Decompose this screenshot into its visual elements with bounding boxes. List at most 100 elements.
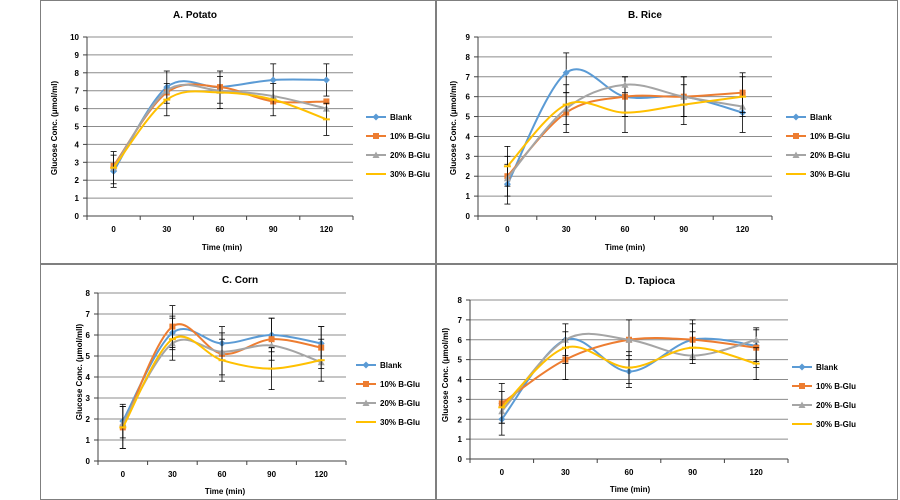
data-point: [621, 81, 629, 88]
data-point: [625, 336, 633, 343]
y-axis-label: Glucose Conc. (μmol/ml): [50, 81, 59, 176]
x-axis-label: Time (min): [202, 243, 243, 252]
y-tick-label: 0: [466, 212, 471, 221]
y-tick-label: 2: [466, 172, 471, 181]
y-tick-label: 3: [458, 395, 463, 404]
chart-panel-3: 0 1 2 3 4 5 6 7 8 0 30 60 90 120 D. Tapioca Time (min) G…: [436, 264, 898, 500]
x-tick-label: 90: [688, 468, 697, 477]
legend-label: Blank: [380, 361, 402, 370]
legend-label: 30% B-Glu: [810, 170, 850, 179]
x-tick-label: 0: [500, 468, 505, 477]
y-axis-label: Glucose Conc. (μmol/ml): [441, 328, 450, 423]
y-tick-label: 7: [458, 316, 463, 325]
y-tick-label: 5: [75, 123, 80, 132]
y-tick-label: 5: [86, 352, 91, 361]
y-tick-label: 4: [86, 373, 91, 382]
x-tick-label: 0: [121, 470, 126, 479]
y-tick-label: 3: [466, 152, 471, 161]
legend-marker: [363, 381, 369, 387]
y-tick-label: 0: [458, 455, 463, 464]
y-tick-label: 3: [86, 394, 91, 403]
x-tick-label: 30: [562, 225, 571, 234]
y-tick-label: 1: [458, 435, 463, 444]
legend-marker: [798, 363, 806, 371]
x-tick-label: 60: [218, 470, 227, 479]
legend: Blank 10% B-Glu 20% B-Glu 30% B-Glu: [792, 363, 856, 429]
x-tick-label: 120: [315, 470, 329, 479]
y-tick-label: 9: [75, 51, 80, 60]
legend: Blank 10% B-Glu 20% B-Glu 30% B-Glu: [366, 113, 430, 179]
data-point: [268, 336, 275, 343]
y-tick-label: 7: [86, 310, 91, 319]
legend-label: 20% B-Glu: [810, 151, 850, 160]
series-3: [110, 75, 330, 185]
legend-label: 20% B-Glu: [816, 401, 856, 410]
y-tick-label: 8: [86, 289, 91, 298]
y-tick-label: 2: [75, 176, 80, 185]
y-tick-label: 7: [75, 87, 80, 96]
y-tick-label: 1: [466, 192, 471, 201]
x-tick-label: 120: [320, 225, 334, 234]
x-tick-label: 90: [679, 225, 688, 234]
y-tick-label: 6: [466, 93, 471, 102]
legend-marker: [792, 151, 800, 158]
x-tick-label: 0: [111, 225, 116, 234]
x-tick-label: 30: [168, 470, 177, 479]
data-point: [323, 98, 330, 105]
legend-label: Blank: [810, 113, 832, 122]
legend-label: 30% B-Glu: [816, 420, 856, 429]
y-tick-label: 6: [75, 105, 80, 114]
x-axis-label: Time (min): [610, 485, 651, 494]
data-point: [268, 342, 276, 349]
y-tick-label: 5: [466, 113, 471, 122]
x-tick-label: 120: [736, 225, 750, 234]
y-tick-label: 6: [86, 331, 91, 340]
y-tick-label: 8: [75, 69, 80, 78]
legend-marker: [792, 113, 800, 121]
y-tick-label: 0: [86, 457, 91, 466]
x-tick-label: 60: [216, 225, 225, 234]
y-tick-label: 4: [466, 132, 471, 141]
legend-marker: [372, 113, 380, 121]
data-point: [562, 69, 570, 77]
x-tick-label: 90: [269, 225, 278, 234]
legend-marker: [362, 361, 370, 369]
y-tick-label: 1: [75, 194, 80, 203]
legend-marker: [799, 383, 805, 389]
legend-label: 20% B-Glu: [390, 151, 430, 160]
legend-marker: [798, 401, 806, 408]
panel-frame: [436, 0, 898, 264]
series-3: [119, 317, 325, 449]
series-line: [506, 83, 743, 179]
series-line: [121, 335, 322, 428]
y-tick-label: 8: [466, 53, 471, 62]
panel-frame: [436, 264, 898, 500]
series-3: [503, 76, 747, 187]
data-point: [322, 76, 330, 84]
x-tick-label: 60: [625, 468, 634, 477]
x-tick-label: 30: [561, 468, 570, 477]
chart-title: D. Tapioca: [625, 276, 675, 287]
panel-frame: [40, 0, 436, 264]
y-tick-label: 4: [458, 376, 463, 385]
y-tick-label: 8: [458, 296, 463, 305]
chart-panel-2: 0 1 2 3 4 5 6 7 8 0 30 60 90 120 C. Corn Time (min) Gluc…: [40, 264, 436, 500]
legend-label: 20% B-Glu: [380, 399, 420, 408]
x-tick-label: 90: [267, 470, 276, 479]
y-axis-label: Glucose Conc. (μmol/ml): [449, 81, 458, 176]
x-axis-label: Time (min): [605, 243, 646, 252]
chart-title: C. Corn: [222, 275, 258, 286]
legend-label: 10% B-Glu: [810, 132, 850, 141]
legend-label: 10% B-Glu: [380, 380, 420, 389]
x-axis-label: Time (min): [205, 487, 246, 496]
y-tick-label: 7: [466, 73, 471, 82]
legend-label: 10% B-Glu: [816, 382, 856, 391]
legend-label: 30% B-Glu: [380, 418, 420, 427]
chart-title: A. Potato: [173, 10, 217, 21]
y-tick-label: 10: [70, 33, 79, 42]
y-tick-label: 2: [86, 415, 91, 424]
y-tick-label: 9: [466, 33, 471, 42]
legend-label: Blank: [816, 363, 838, 372]
y-axis-label: Glucose Conc. (μmol/mll): [75, 323, 84, 420]
y-tick-label: 1: [86, 436, 91, 445]
